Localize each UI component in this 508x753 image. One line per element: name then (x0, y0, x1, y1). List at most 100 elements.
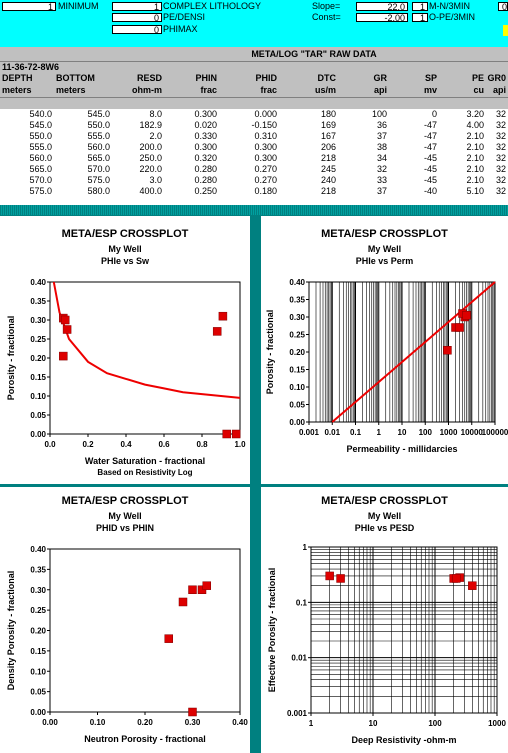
table-cell[interactable]: 0.280 (194, 164, 217, 174)
table-cell[interactable]: -45 (423, 175, 437, 185)
data-point (325, 571, 334, 581)
table-cell[interactable]: 545.0 (87, 109, 110, 119)
table-cell[interactable]: 0.020 (194, 120, 217, 130)
complex-lithology-cell[interactable]: 1 (112, 2, 162, 12)
table-cell[interactable]: 200.0 (139, 142, 162, 152)
table-cell[interactable]: 580.0 (87, 186, 110, 196)
table-cell[interactable]: 38 (376, 142, 387, 152)
x-axis-label: Neutron Porosity - fractional (84, 734, 206, 744)
phimax-cell[interactable]: 0 (112, 25, 162, 35)
mn3min-cell[interactable]: 1 (412, 2, 428, 12)
table-cell[interactable]: 570.0 (29, 175, 52, 185)
table-cell[interactable]: 169 (320, 120, 336, 130)
table-cell[interactable]: 250.0 (139, 153, 162, 163)
table-cell[interactable]: 0.180 (254, 186, 277, 196)
table-cell[interactable]: 0.330 (194, 131, 217, 141)
table-cell[interactable]: 32 (495, 142, 506, 152)
table-cell[interactable]: 550.0 (87, 120, 110, 130)
data-point (62, 325, 72, 334)
table-cell[interactable]: 32 (495, 109, 506, 119)
table-cell[interactable]: 2.10 (466, 131, 484, 141)
y-axis-label: Porosity - fractional (6, 316, 16, 401)
table-cell[interactable]: 32 (495, 131, 506, 141)
table-cell[interactable]: 565.0 (87, 153, 110, 163)
table-cell[interactable]: -45 (423, 164, 437, 174)
table-cell[interactable]: 0.300 (254, 153, 277, 163)
table-cell[interactable]: 220.0 (139, 164, 162, 174)
table-cell[interactable]: 575.0 (87, 175, 110, 185)
table-cell[interactable]: 3.0 (149, 175, 162, 185)
table-cell[interactable]: -40 (423, 186, 437, 196)
table-cell[interactable]: 32 (495, 186, 506, 196)
table-cell[interactable]: 34 (376, 153, 387, 163)
x-tick-label: 100 (428, 719, 442, 728)
table-cell[interactable]: -47 (423, 131, 437, 141)
right-cut-cell[interactable]: 0 (498, 2, 508, 12)
ope3min-cell[interactable]: 1 (412, 13, 428, 23)
table-cell[interactable]: 32 (495, 164, 506, 174)
table-cell[interactable]: 550.0 (29, 131, 52, 141)
table-cell[interactable]: 2.0 (149, 131, 162, 141)
x-tick-label: 0.8 (196, 440, 208, 449)
table-cell[interactable]: 0.250 (194, 186, 217, 196)
chart-svg: 0.001 0.01 0.1 1 1 10 100 1000 Deep Resistivity … (267, 543, 506, 745)
slope-cell[interactable]: 22.0 (356, 2, 408, 12)
table-cell[interactable]: 2.10 (466, 175, 484, 185)
table-cell[interactable]: 0 (431, 109, 437, 119)
table-cell[interactable]: 8.0 (149, 109, 162, 119)
table-cell[interactable]: 4.00 (466, 120, 484, 130)
trend-curve (52, 281, 241, 399)
table-cell[interactable]: 0.320 (194, 153, 217, 163)
table-cell[interactable]: 32 (495, 153, 506, 163)
table-cell[interactable]: 540.0 (29, 109, 52, 119)
table-cell[interactable]: 555.0 (29, 142, 52, 152)
table-cell[interactable]: 167 (320, 131, 336, 141)
table-cell[interactable]: 37 (376, 131, 387, 141)
table-cell[interactable]: 555.0 (87, 131, 110, 141)
table-cell[interactable]: 5.10 (466, 186, 484, 196)
ope3min-label: O-PE/3MIN (429, 12, 476, 22)
table-cell[interactable]: 0.270 (254, 175, 277, 185)
table-cell[interactable]: 182.9 (139, 120, 162, 130)
table-cell[interactable]: 560.0 (87, 142, 110, 152)
table-cell[interactable]: 0.280 (194, 175, 217, 185)
table-cell[interactable]: 33 (376, 175, 387, 185)
table-cell[interactable]: 206 (320, 142, 336, 152)
table-cell[interactable]: 570.0 (87, 164, 110, 174)
table-cell[interactable]: 245 (320, 164, 336, 174)
table-cell[interactable]: 565.0 (29, 164, 52, 174)
table-cell[interactable]: 545.0 (29, 120, 52, 130)
table-cell[interactable]: 0.300 (254, 142, 277, 152)
y-tick-label: 0.05 (30, 688, 46, 697)
table-cell[interactable]: 2.10 (466, 164, 484, 174)
pe-densi-cell[interactable]: 0 (112, 13, 162, 23)
table-cell[interactable]: 0.000 (254, 109, 277, 119)
table-cell[interactable]: -45 (423, 153, 437, 163)
table-cell[interactable]: 37 (376, 186, 387, 196)
table-cell[interactable]: 218 (320, 153, 336, 163)
table-cell[interactable]: 0.300 (194, 109, 217, 119)
table-cell[interactable]: 218 (320, 186, 336, 196)
table-cell[interactable]: 0.310 (254, 131, 277, 141)
table-cell[interactable]: -0.150 (251, 120, 277, 130)
table-cell[interactable]: 36 (376, 120, 387, 130)
highlight-cell (503, 25, 508, 36)
table-cell[interactable]: 2.10 (466, 153, 484, 163)
table-cell[interactable]: 0.270 (254, 164, 277, 174)
table-cell[interactable]: 400.0 (139, 186, 162, 196)
table-cell[interactable]: 0.300 (194, 142, 217, 152)
table-cell[interactable]: 240 (320, 175, 336, 185)
table-cell[interactable]: -47 (423, 142, 437, 152)
minimum-cell[interactable]: 1 (2, 2, 56, 12)
table-cell[interactable]: 32 (495, 120, 506, 130)
table-cell[interactable]: 3.20 (466, 109, 484, 119)
table-cell[interactable]: 100 (371, 109, 387, 119)
table-cell[interactable]: -47 (423, 120, 437, 130)
table-cell[interactable]: 180 (320, 109, 336, 119)
table-cell[interactable]: 32 (376, 164, 387, 174)
const-cell[interactable]: -2.00 (356, 13, 408, 23)
table-cell[interactable]: 560.0 (29, 153, 52, 163)
table-cell[interactable]: 575.0 (29, 186, 52, 196)
table-cell[interactable]: 32 (495, 175, 506, 185)
table-cell[interactable]: 2.10 (466, 142, 484, 152)
